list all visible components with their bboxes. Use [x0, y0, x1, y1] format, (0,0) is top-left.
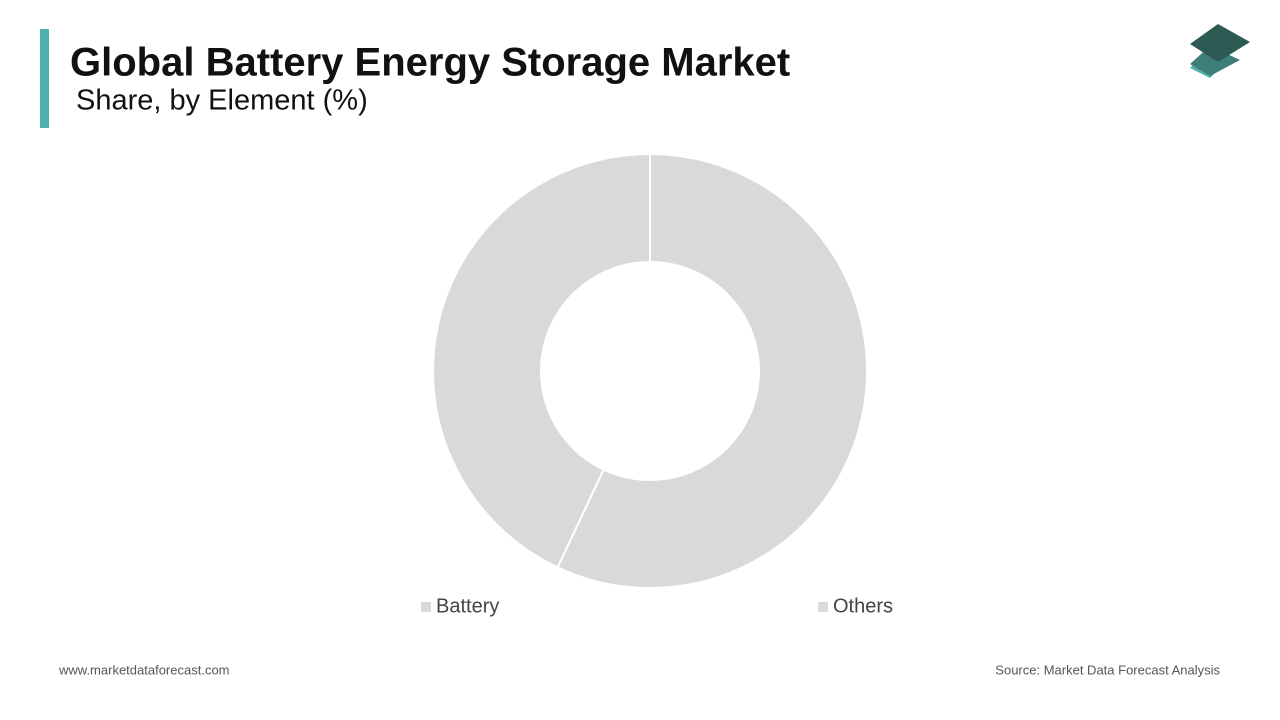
legend-label: Others [833, 595, 893, 617]
chart-title: Global Battery Energy Storage Market [70, 41, 790, 85]
source: Source: Market Data Forecast Analysis [995, 662, 1220, 677]
website: www.marketdataforecast.com [58, 662, 230, 677]
pie-slice [432, 152, 651, 569]
pie-slice [556, 152, 868, 589]
legend-label: Battery [436, 595, 499, 617]
chart-subtitle: Share, by Element (%) [76, 85, 368, 117]
legend-marker [421, 602, 431, 612]
legend-marker [818, 602, 828, 612]
title-accent [40, 29, 49, 128]
logo [1190, 24, 1250, 78]
